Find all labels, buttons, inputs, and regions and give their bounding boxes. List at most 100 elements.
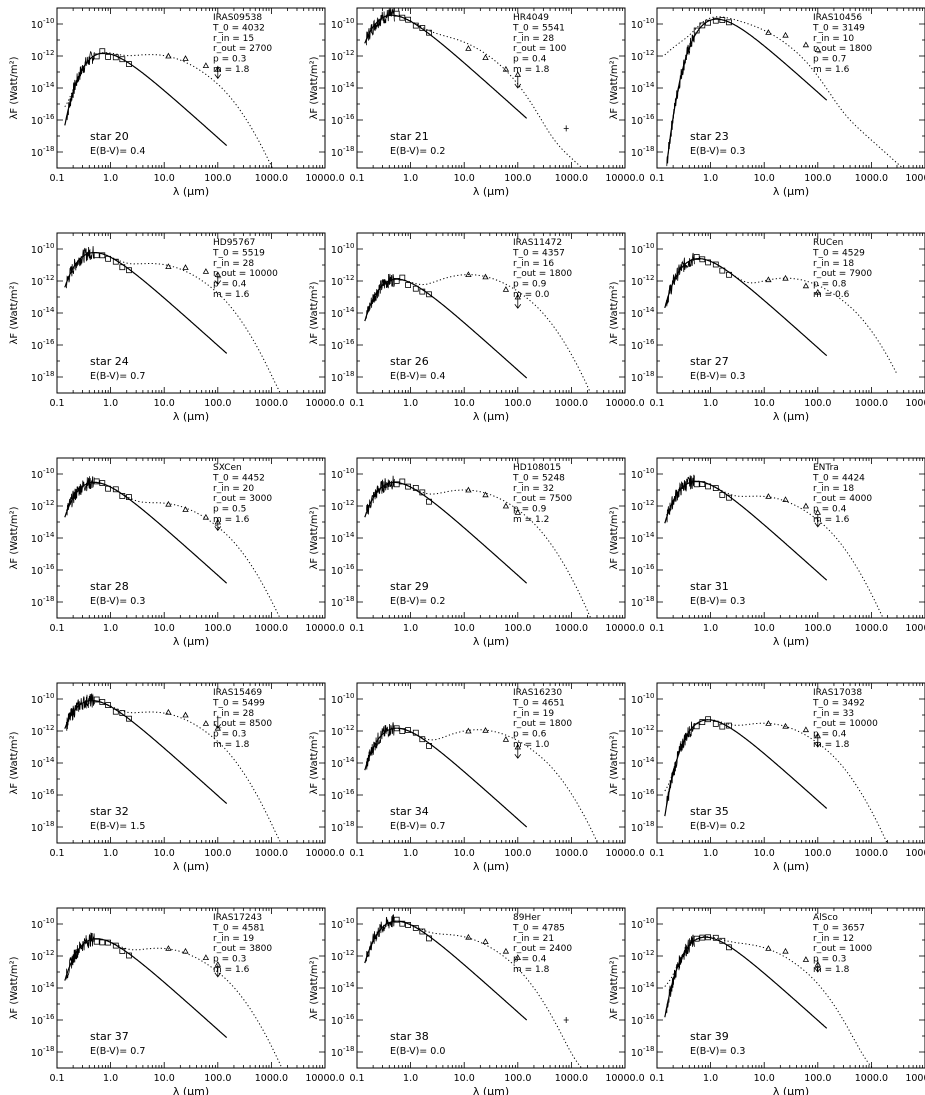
y-tick-label-base: 10 — [31, 148, 43, 159]
parameter-line: m = 1.6 — [813, 515, 850, 525]
star-label: star 28 — [90, 580, 129, 593]
y-tick-label-base: 10 — [31, 20, 43, 31]
y-tick-label-exponent: -14 — [343, 81, 355, 89]
photometry-point — [112, 258, 119, 265]
parameter-line: IRAS09538 — [213, 13, 262, 23]
photometry-point — [99, 699, 106, 705]
parameter-line: T_0 = 4424 — [812, 473, 865, 483]
photometry-point — [399, 728, 406, 734]
photometry-point — [719, 491, 726, 498]
x-axis-label: λ (μm) — [773, 860, 809, 873]
observed-spectrum — [666, 33, 695, 167]
y-axis-label: λF (Watt/m²) — [309, 281, 320, 344]
star-label: star 26 — [390, 355, 429, 368]
y-tick-label-exponent: -10 — [43, 242, 54, 250]
ir-photometry-point — [502, 736, 510, 742]
photometry-point — [105, 939, 111, 946]
parameter-line: r_out = 1800 — [513, 269, 572, 279]
observed-spectrum — [666, 934, 695, 1014]
upper-limit-arrow — [214, 272, 222, 286]
y-tick-label-base: 10 — [331, 84, 343, 95]
y-tick-label-exponent: -14 — [43, 531, 55, 539]
y-tick-label-base: 10 — [31, 373, 43, 384]
x-tick-label: 10.0 — [454, 623, 475, 634]
parameter-line: r_out = 2400 — [513, 944, 572, 954]
y-tick-label-base: 10 — [631, 341, 643, 352]
upper-limit-arrow — [214, 964, 222, 978]
y-tick-label-exponent: -12 — [43, 49, 54, 57]
dust-model-line — [364, 481, 591, 618]
plot-frame — [56, 232, 326, 394]
y-tick-label-exponent: -12 — [43, 724, 54, 732]
parameter-line: T_0 = 4581 — [212, 923, 265, 933]
y-tick-label-base: 10 — [631, 309, 643, 320]
dust-model-line — [64, 481, 281, 618]
x-axis-label: λ (μm) — [473, 860, 509, 873]
extinction-label: E(B-V)= 0.3 — [90, 596, 145, 607]
x-tick-label: 1000.0 — [255, 848, 288, 859]
x-tick-label: 100.0 — [504, 398, 531, 409]
plot-frame — [356, 7, 626, 169]
photometry-point — [93, 938, 100, 945]
photosphere-model-line — [64, 700, 228, 805]
ir-photometry-point — [502, 947, 510, 954]
x-axis-label: λ (μm) — [473, 410, 509, 423]
x-tick-label: 10000.0 — [305, 1073, 344, 1084]
y-tick-label-exponent: -14 — [643, 531, 655, 539]
parameter-line: T_0 = 4785 — [512, 923, 565, 933]
y-tick-label-base: 10 — [31, 470, 43, 481]
photometry-point — [419, 489, 426, 496]
photometry-point — [426, 935, 432, 942]
plot-area — [64, 48, 273, 168]
photometry-point — [419, 736, 426, 743]
photometry-point — [105, 485, 111, 492]
star-label: star 34 — [390, 805, 429, 818]
x-tick-label: 10.0 — [154, 398, 175, 409]
extinction-label: E(B-V)= 0.3 — [690, 596, 745, 607]
y-tick-label-exponent: -10 — [643, 467, 654, 475]
x-tick-label: 10000.0 — [305, 173, 344, 184]
parameter-line: m = 1.8 — [213, 65, 250, 75]
parameter-line: IRAS10456 — [813, 13, 862, 23]
x-tick-label: 0.1 — [349, 173, 364, 184]
x-tick-label: 1000.0 — [255, 1073, 288, 1084]
photometry-point — [393, 10, 400, 17]
parameter-line: r_out = 7500 — [513, 494, 572, 504]
parameter-line: r_in = 18 — [813, 484, 854, 494]
y-tick-label-exponent: -10 — [343, 692, 354, 700]
y-tick-label-base: 10 — [631, 20, 643, 31]
photometry-point — [712, 17, 719, 24]
parameter-line: T_0 = 4651 — [512, 698, 565, 708]
photometry-point — [112, 486, 119, 493]
y-tick-label-exponent: -16 — [643, 1013, 655, 1021]
y-axis-label: λF (Watt/m²) — [9, 281, 20, 344]
x-tick-label: 1.0 — [703, 623, 718, 634]
y-tick-label-base: 10 — [31, 309, 43, 320]
x-axis-label: λ (μm) — [473, 635, 509, 648]
parameter-line: r_in = 28 — [213, 709, 254, 719]
x-tick-label: 10000.0 — [905, 623, 925, 634]
ir-photometry-point — [765, 720, 772, 726]
y-tick-label-base: 10 — [631, 277, 643, 288]
y-tick-label-base: 10 — [31, 341, 43, 352]
plot-area — [64, 693, 281, 843]
parameter-line: p = 0.3 — [813, 955, 846, 965]
y-tick-label-exponent: -16 — [43, 113, 55, 121]
y-tick-label-base: 10 — [631, 566, 643, 577]
photometry-point — [699, 934, 706, 941]
photometry-point — [693, 481, 700, 488]
y-tick-label-exponent: -14 — [43, 81, 55, 89]
extinction-label: E(B-V)= 0.0 — [390, 1046, 445, 1057]
observed-spectrum — [366, 273, 395, 319]
photometry-point — [399, 14, 406, 21]
y-tick-label-exponent: -14 — [343, 981, 355, 989]
dust-model-line — [364, 727, 598, 842]
parameter-line: r_out = 1800 — [813, 44, 872, 54]
parameter-line: p = 0.7 — [813, 55, 846, 65]
y-tick-label-exponent: -16 — [643, 113, 655, 121]
y-tick-label-base: 10 — [631, 759, 643, 770]
photometry-point — [405, 483, 412, 490]
y-tick-label-base: 10 — [631, 984, 643, 995]
y-tick-label-base: 10 — [331, 920, 343, 931]
parameter-line: r_out = 3800 — [213, 944, 272, 954]
